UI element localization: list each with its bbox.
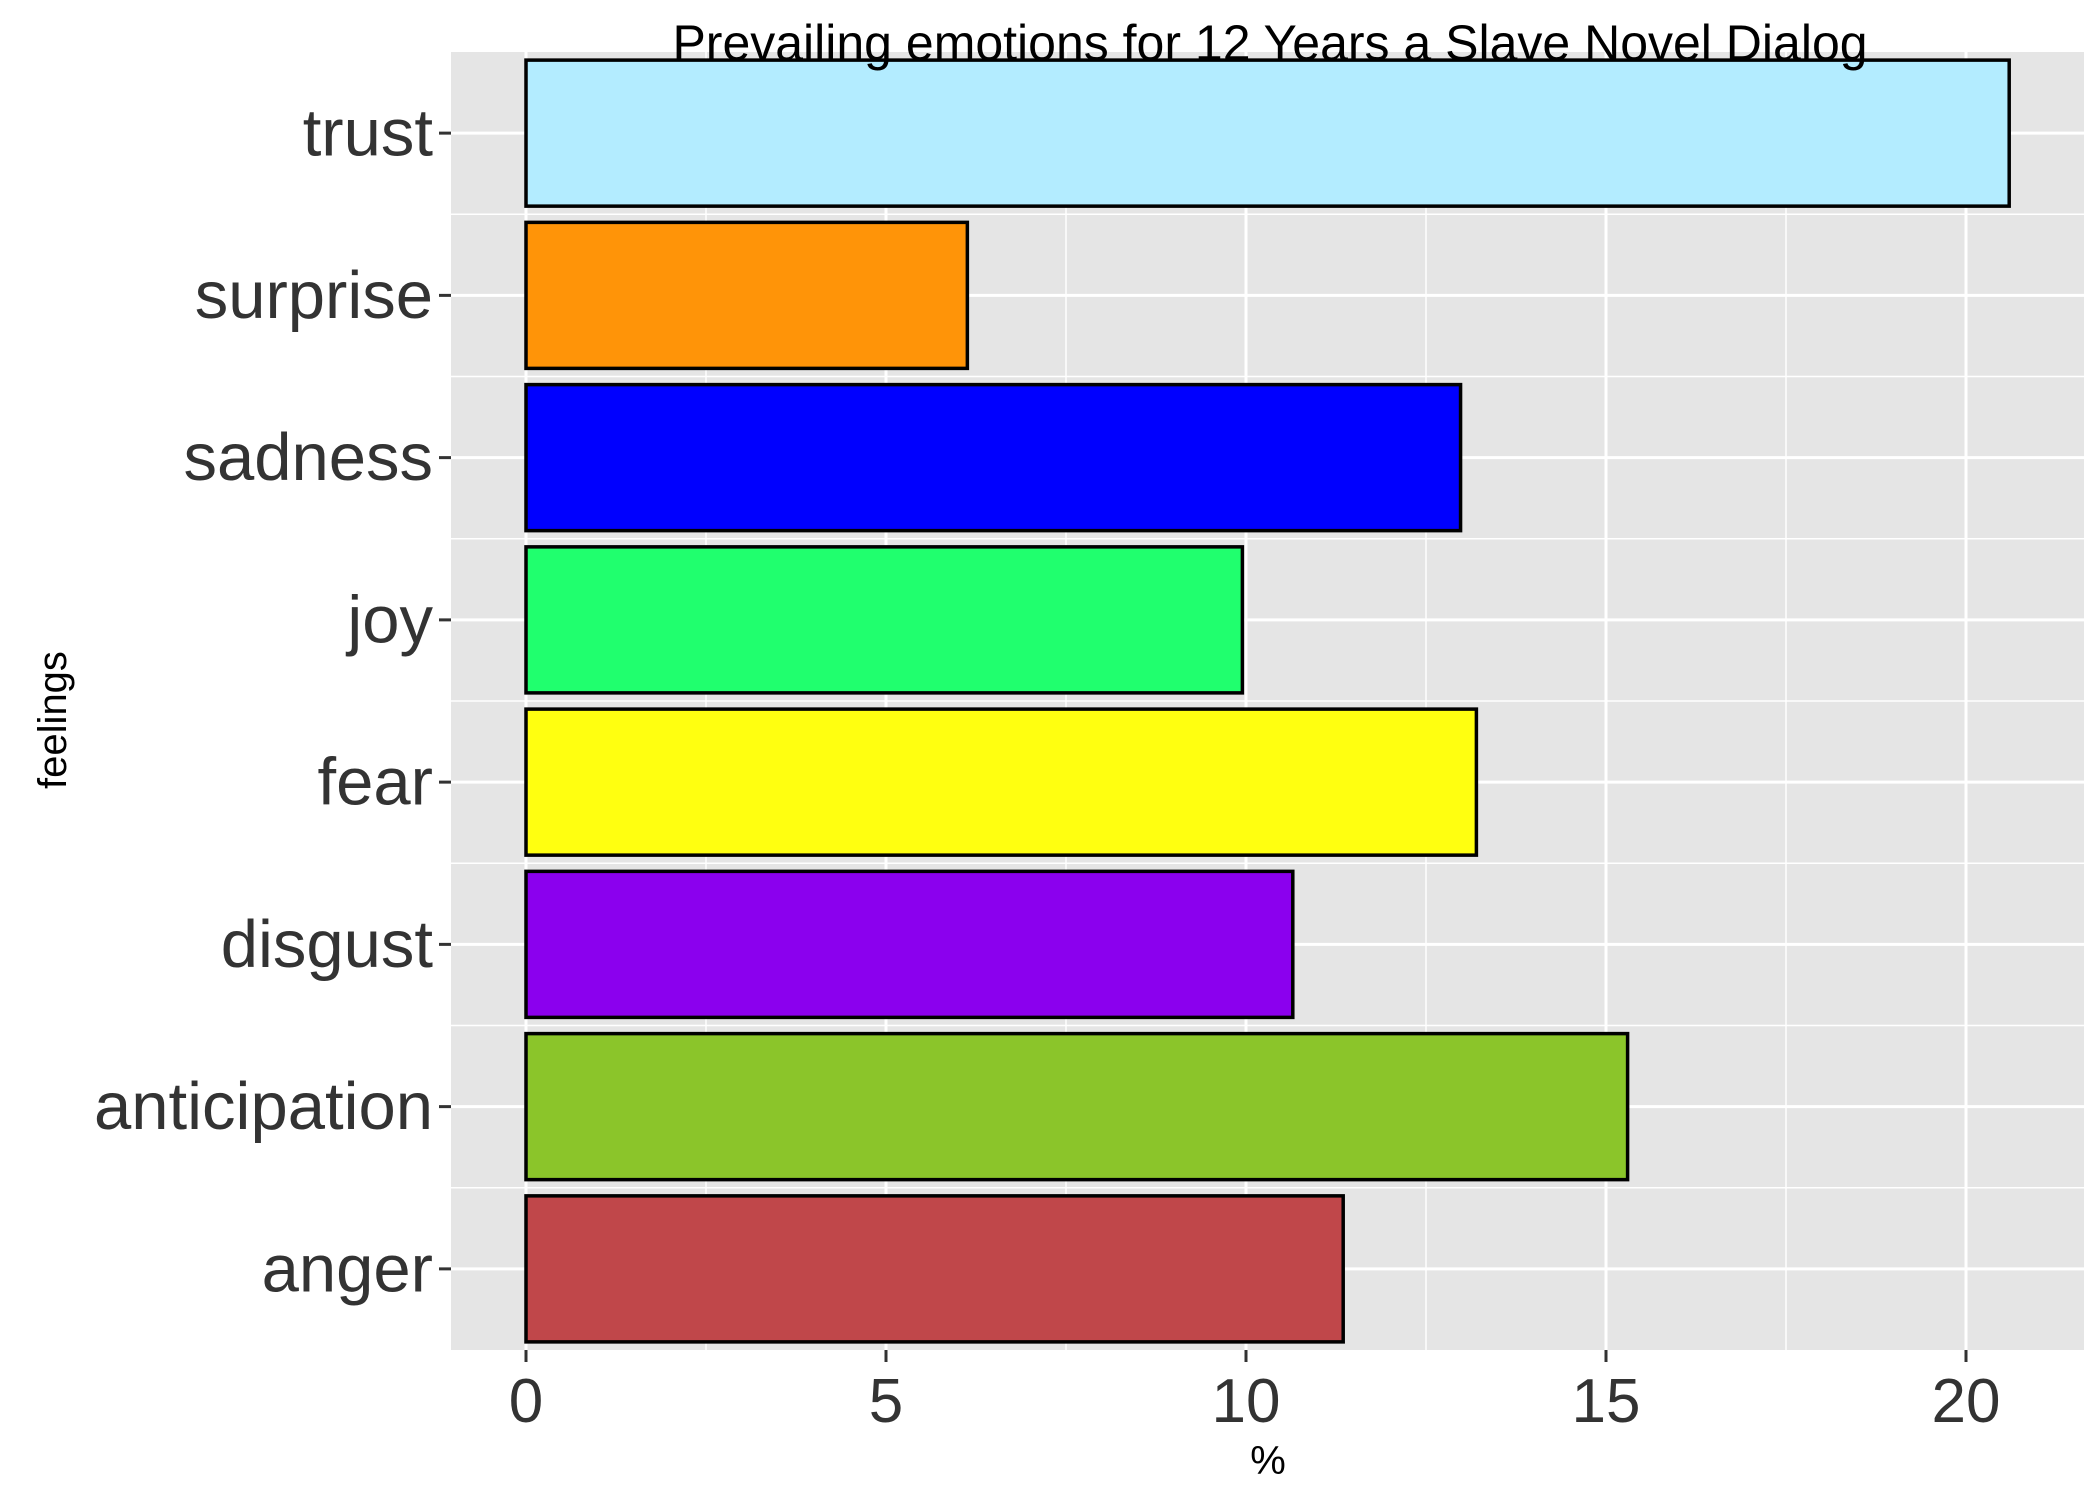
y-tick-label-anticipation: anticipation: [94, 1069, 433, 1144]
bar-surprise: [524, 220, 970, 371]
bars: [524, 58, 2011, 1344]
bar-anger: [524, 1194, 1345, 1344]
x-tick-label: 5: [869, 1367, 903, 1436]
y-tick-label-anger: anger: [262, 1231, 433, 1306]
y-axis-title: feelings: [31, 651, 75, 789]
x-tick-label: 10: [1212, 1367, 1281, 1436]
bar-sadness: [524, 382, 1463, 533]
x-tick-label: 0: [509, 1367, 543, 1436]
minor-gridlines: [451, 52, 2084, 1350]
y-tick-label-trust: trust: [303, 96, 434, 171]
x-tick-label: 20: [1932, 1367, 2001, 1436]
x-axis-title: %: [1250, 1439, 1286, 1483]
chart-title: Prevailing emotions for 12 Years a Slave…: [672, 15, 1867, 71]
bar-joy: [524, 545, 1245, 695]
y-tick-label-sadness: sadness: [183, 420, 433, 495]
y-tick-label-joy: joy: [345, 582, 433, 657]
x-axis-ticks: 0 5 10 15 20: [509, 1350, 2001, 1436]
y-axis-ticks: anger anticipation disgust fear joy sadness su…: [94, 96, 451, 1306]
x-tick-label: 15: [1572, 1367, 1641, 1436]
y-tick-label-surprise: surprise: [195, 258, 433, 333]
bar-trust: [524, 58, 2011, 208]
y-tick-label-fear: fear: [318, 745, 433, 820]
bar-disgust: [524, 869, 1295, 1020]
bar-fear: [524, 707, 1479, 857]
y-tick-label-disgust: disgust: [221, 907, 434, 982]
bar-anticipation: [524, 1031, 1630, 1182]
